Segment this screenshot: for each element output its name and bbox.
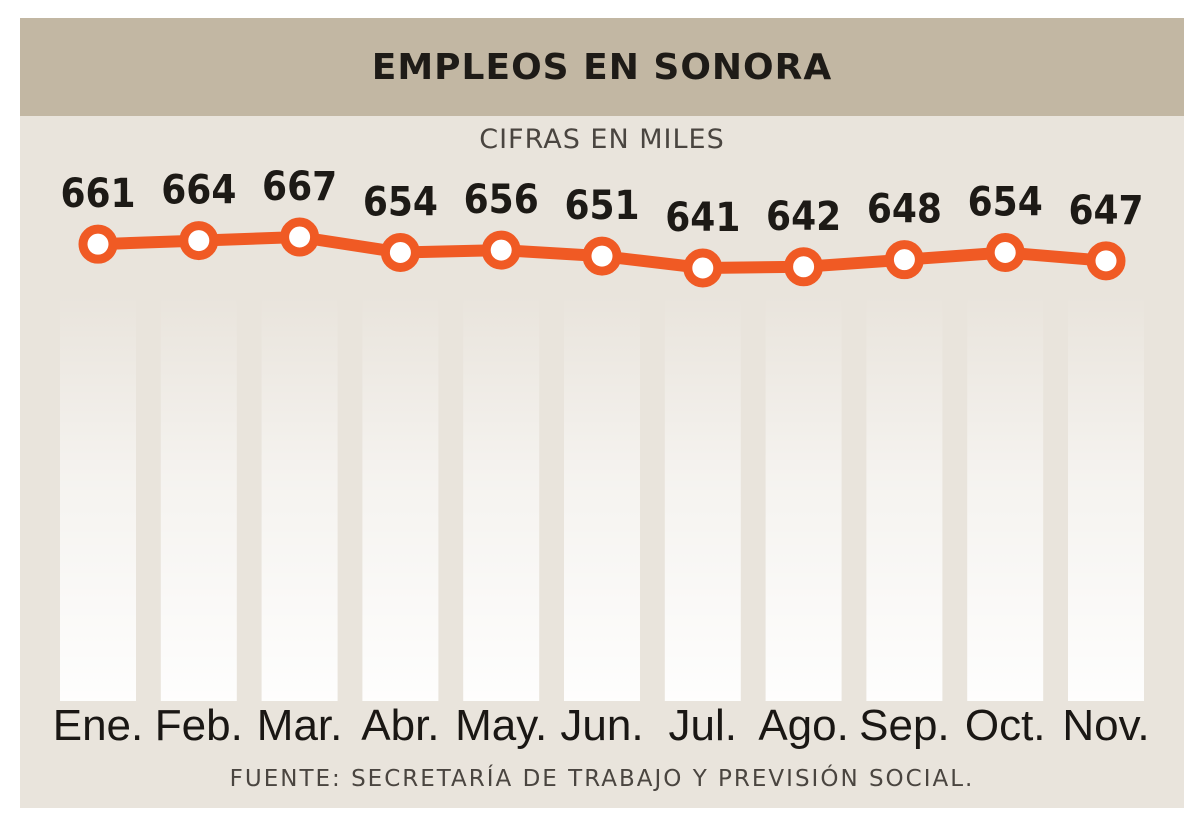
x-tick-label: Jun.	[560, 701, 643, 750]
data-label: 642	[766, 194, 841, 240]
x-tick-label: Ene.	[53, 701, 144, 750]
data-label: 651	[564, 183, 639, 229]
data-label: 667	[262, 164, 337, 210]
column-bg-7	[765, 293, 842, 701]
chart-title: EMPLEOS EN SONORA	[371, 46, 833, 88]
data-label: 661	[60, 171, 135, 217]
chart-header: EMPLEOS EN SONORA	[20, 18, 1184, 116]
line-chart: 661 664 667 654 656 651 641 642 648 654 647 Ene. Fe…	[53, 164, 1150, 750]
column-bg-6	[664, 293, 741, 701]
data-point	[582, 236, 622, 276]
data-point	[985, 233, 1025, 272]
column-bg-8	[866, 293, 943, 701]
x-tick-label: Nov.	[1062, 701, 1149, 750]
column-bg-5	[564, 293, 640, 701]
data-points	[78, 217, 1126, 288]
x-tick-label: Oct.	[965, 701, 1046, 750]
x-tick-label: Sep.	[859, 701, 950, 750]
x-tick-label: Mar.	[257, 701, 343, 750]
x-tick-label: Ago.	[758, 701, 849, 750]
x-axis-labels: Ene. Feb. Mar. Abr. May. Jun. Jul. Ago. Sep. Oct.…	[53, 701, 1150, 750]
data-point	[884, 240, 924, 280]
source-note: FUENTE: SECRETARÍA DE TRABAJO Y PREVISIÓ…	[229, 766, 975, 792]
data-point	[380, 233, 420, 272]
data-point	[78, 224, 118, 264]
chart-subtitle: CIFRAS EN MILES	[479, 124, 725, 155]
data-label: 654	[363, 180, 438, 226]
data-label: 647	[1068, 188, 1143, 234]
data-label: 648	[867, 187, 942, 233]
data-point	[784, 247, 824, 287]
column-bg-1	[160, 293, 237, 701]
chart-card: EMPLEOS EN SONORA CIFRAS EN MILES 661 664…	[20, 18, 1184, 808]
data-point	[1086, 241, 1126, 281]
data-label: 656	[464, 177, 539, 223]
data-point	[683, 248, 723, 288]
data-label: 654	[968, 180, 1043, 226]
data-label: 641	[665, 195, 740, 241]
column-bg-0	[60, 293, 136, 701]
x-tick-label: Feb.	[155, 701, 243, 750]
x-tick-label: Abr.	[361, 701, 439, 750]
column-backgrounds	[60, 293, 1144, 701]
data-point	[481, 230, 521, 270]
x-tick-label: Jul.	[669, 701, 737, 750]
data-point	[179, 221, 219, 261]
data-point	[280, 217, 320, 257]
column-bg-2	[261, 293, 338, 701]
data-label: 664	[161, 168, 236, 214]
value-labels: 661 664 667 654 656 651 641 642 648 654 647	[60, 164, 1143, 241]
column-bg-9	[967, 293, 1044, 701]
column-bg-10	[1068, 293, 1144, 701]
x-tick-label: May.	[455, 701, 547, 750]
column-bg-3	[362, 293, 439, 701]
column-bg-4	[463, 293, 540, 701]
